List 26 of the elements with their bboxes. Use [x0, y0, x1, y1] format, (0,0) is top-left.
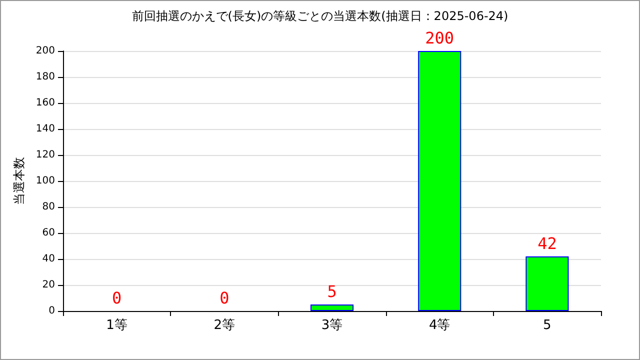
x-tick-label: 4等: [428, 318, 450, 333]
x-tick-label: 5: [543, 318, 552, 333]
x-tick-label: 2等: [214, 318, 236, 333]
data-label: 0: [112, 288, 122, 308]
data-label: 42: [538, 234, 557, 253]
x-tick-label: 3等: [321, 318, 343, 333]
bar: [310, 304, 354, 311]
y-tick-label: 160: [36, 98, 55, 108]
y-tick-label: 40: [42, 254, 55, 264]
y-tick-label: 120: [36, 150, 55, 160]
bar: [526, 256, 569, 311]
x-tick-label: 1等: [106, 318, 128, 333]
y-tick-label: 0: [48, 306, 55, 316]
data-label: 0: [220, 288, 230, 308]
data-label: 200: [425, 28, 454, 48]
y-tick-label: 100: [36, 176, 55, 186]
y-tick-label: 80: [42, 202, 55, 212]
y-tick-label: 20: [42, 280, 55, 290]
y-tick-label: 140: [36, 124, 55, 134]
y-tick-label: 200: [36, 46, 55, 56]
bar: [418, 51, 462, 311]
y-axis-title: 当選本数: [12, 157, 26, 205]
chart-title: 前回抽選のかえで(長女)の等級ごとの当選本数(抽選日：2025-06-24): [132, 9, 508, 23]
data-label: 5: [327, 282, 337, 301]
y-tick-label: 60: [42, 228, 55, 238]
y-tick-label: 180: [36, 72, 55, 82]
